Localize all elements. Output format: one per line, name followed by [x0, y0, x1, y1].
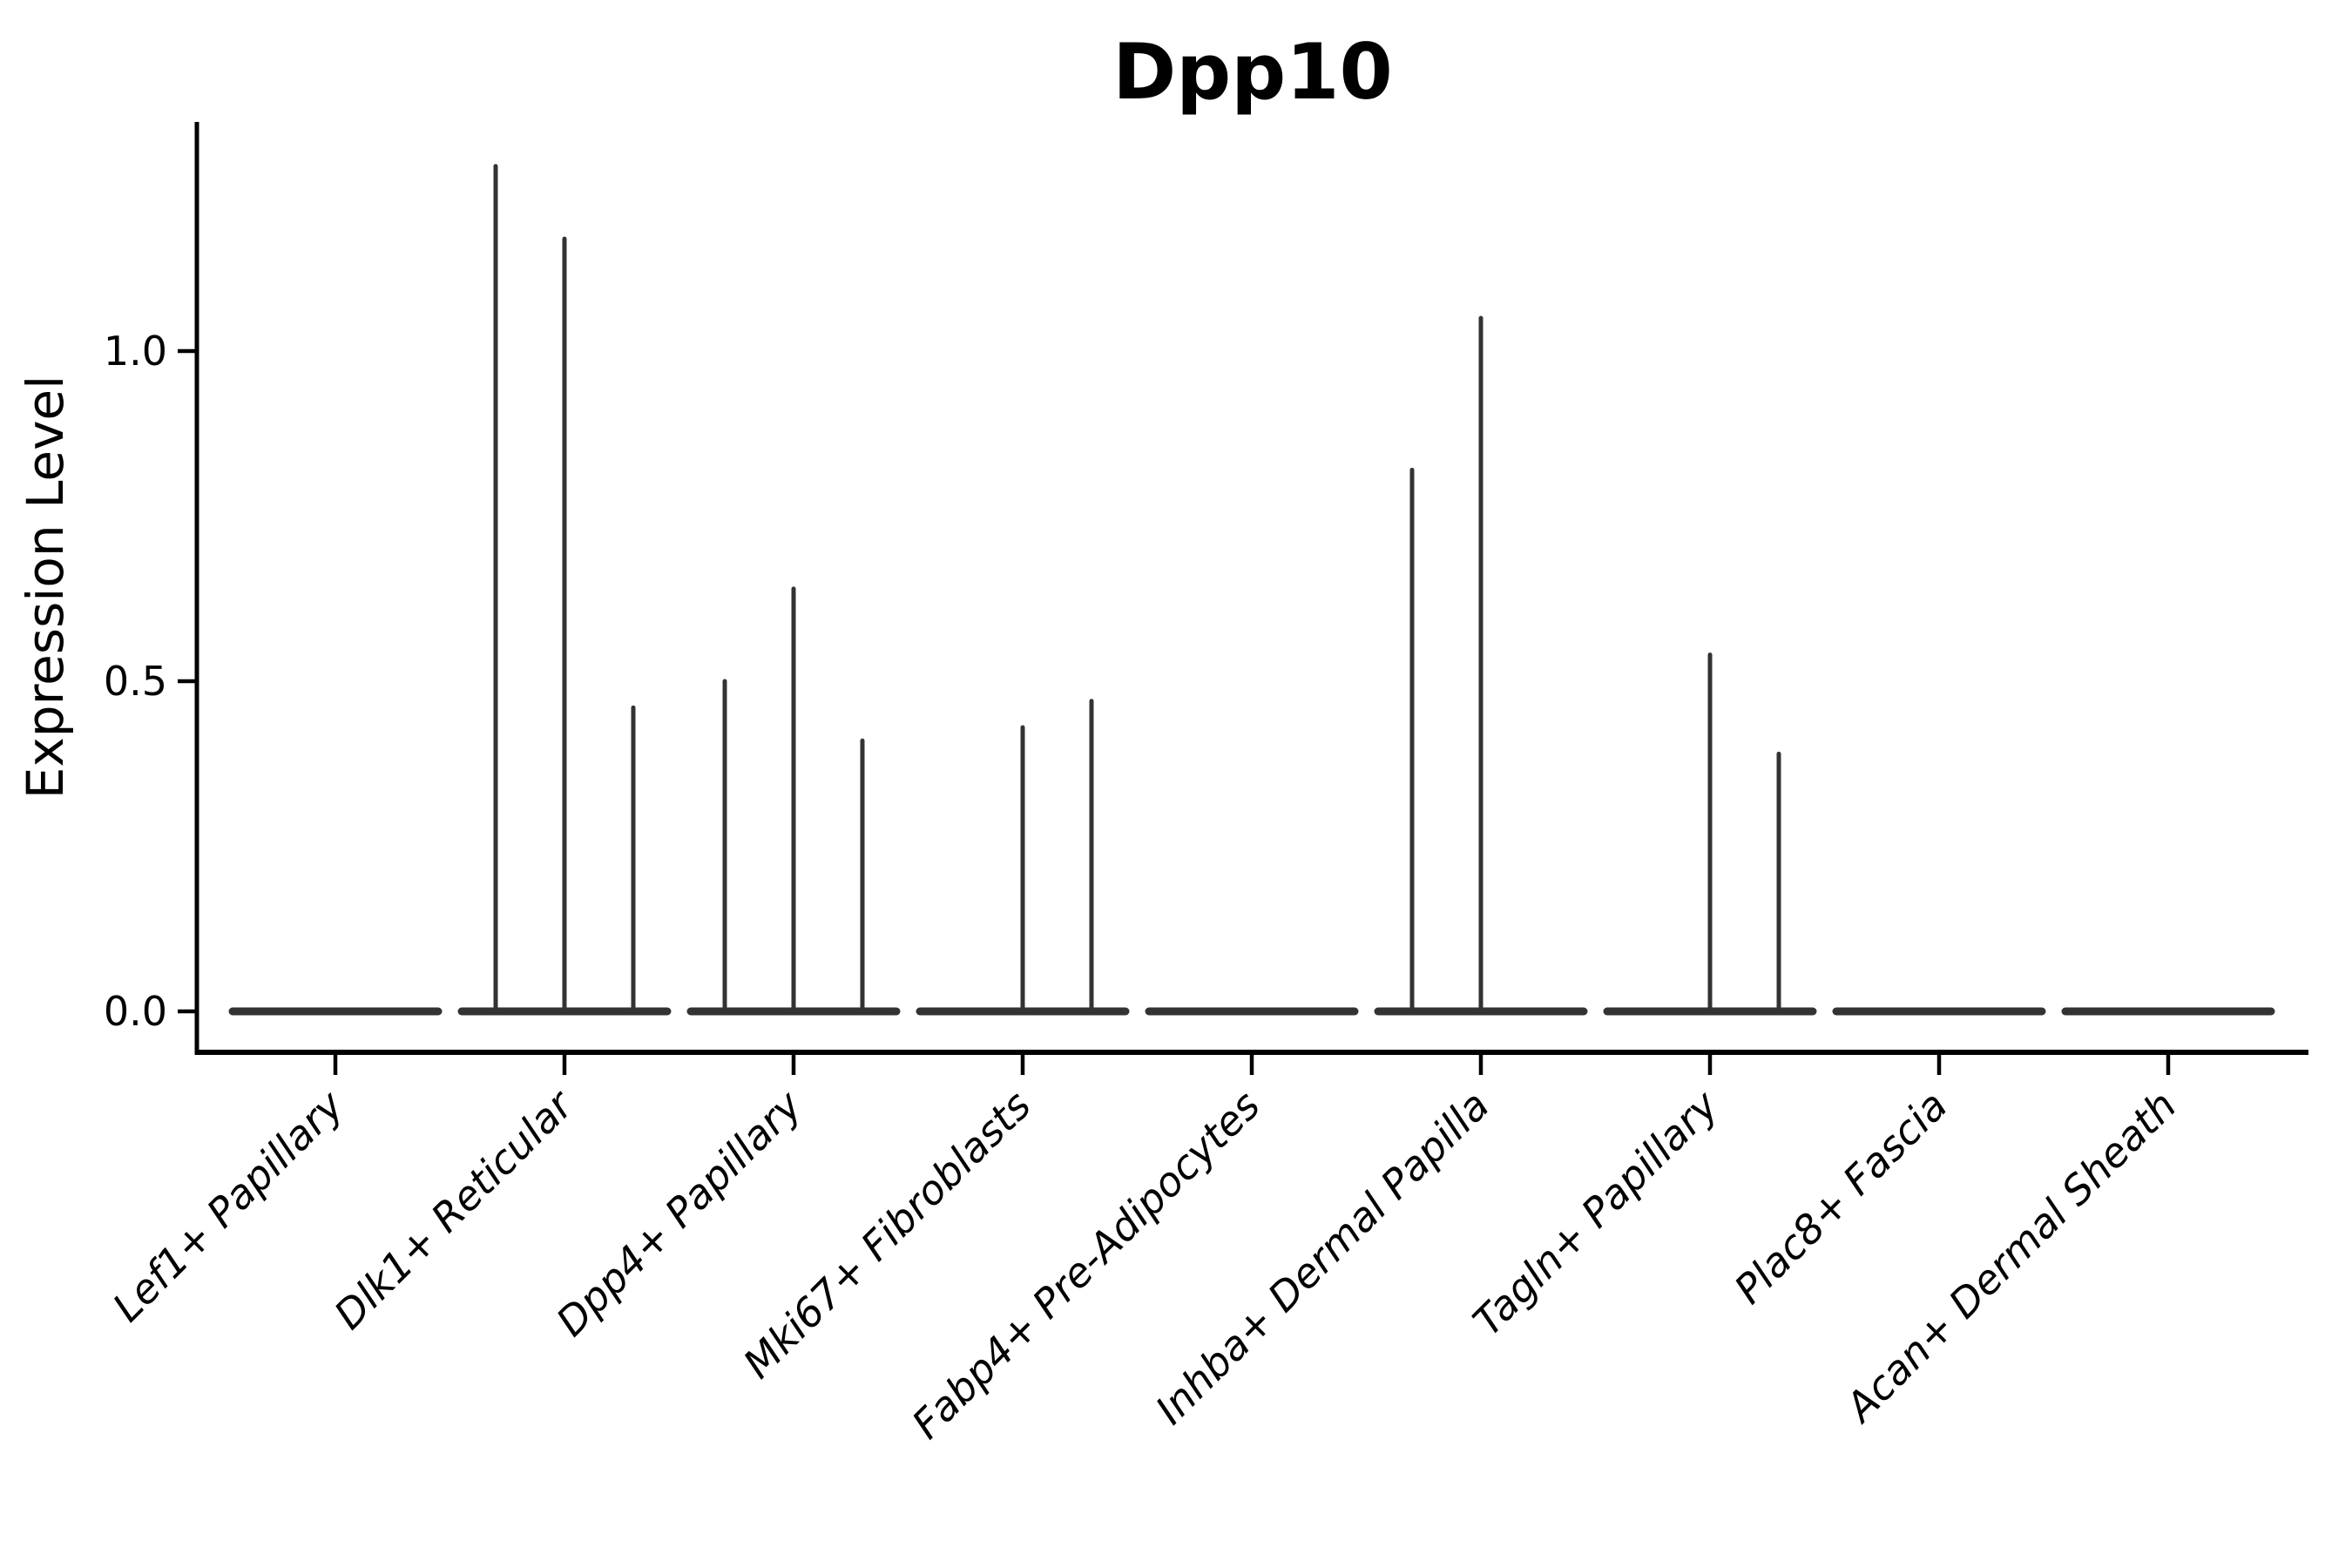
y-tick-label: 0.5 — [104, 658, 167, 705]
chart-title: Dpp10 — [1112, 27, 1393, 117]
y-axis-label: Expression Level — [16, 375, 75, 799]
y-tick-label: 0.0 — [104, 988, 167, 1035]
x-tick-label: Dpp4+ Papillary — [547, 1081, 811, 1345]
axes — [194, 122, 2308, 1055]
x-tick-label: Plac8+ Fascia — [1725, 1082, 1956, 1313]
y-tick-label: 1.0 — [104, 328, 167, 375]
x-tick-label: Dlk1+ Reticular — [325, 1079, 584, 1338]
x-tick-label: Lef1+ Papillary — [104, 1081, 353, 1330]
violins-layer — [228, 164, 2275, 1016]
y-axis-ticks: 0.0 0.5 1.0 — [104, 328, 197, 1035]
x-tick-label: Tagln+ Papillary — [1463, 1081, 1727, 1345]
